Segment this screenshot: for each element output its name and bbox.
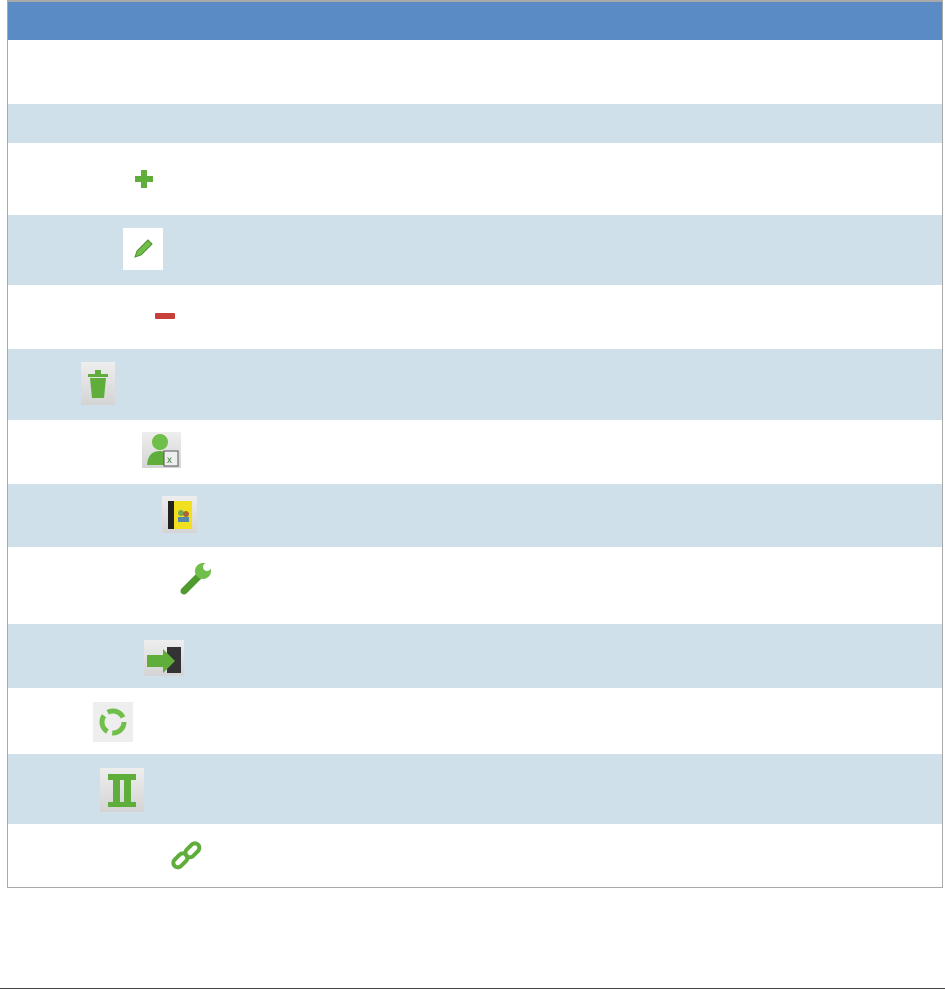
address-book-icon[interactable] [162, 496, 197, 533]
icon-legend-table: x [7, 0, 943, 888]
table-row [8, 547, 942, 624]
recycle-icon[interactable] [93, 702, 133, 742]
trash-icon[interactable] [81, 362, 115, 405]
export-save-icon[interactable] [144, 640, 184, 676]
table-row: x [8, 420, 942, 484]
plus-icon[interactable] [134, 169, 154, 189]
pencil-icon[interactable] [123, 228, 163, 270]
table-row [8, 754, 942, 824]
table-row [8, 624, 942, 688]
table-row [8, 40, 942, 104]
table-row [8, 688, 942, 754]
divider [0, 988, 945, 989]
svg-text:x: x [167, 455, 172, 466]
link-icon[interactable] [166, 836, 206, 876]
table-header [8, 2, 942, 40]
table-row [8, 143, 942, 215]
user-excel-export-icon[interactable]: x [142, 432, 181, 468]
table-row [8, 349, 942, 420]
table-row [8, 285, 942, 349]
table-row [8, 215, 942, 285]
minus-icon[interactable] [154, 311, 176, 321]
table-row [8, 824, 942, 888]
pillar-icon[interactable] [100, 768, 144, 812]
wrench-icon[interactable] [179, 560, 213, 596]
table-row [8, 484, 942, 547]
table-row [8, 104, 942, 143]
